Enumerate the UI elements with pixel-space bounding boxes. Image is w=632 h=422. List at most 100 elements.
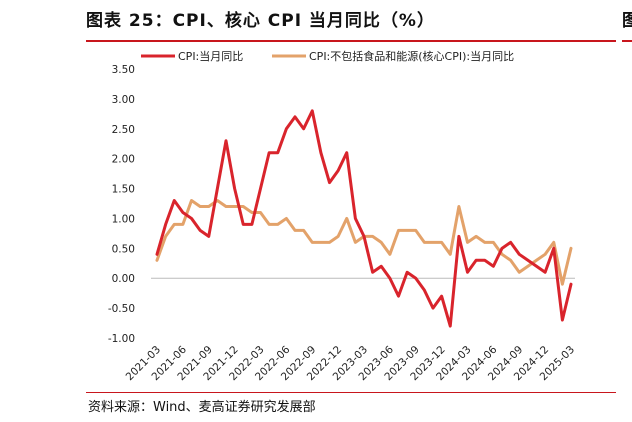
data-point xyxy=(295,230,296,231)
data-point xyxy=(208,236,209,237)
data-point xyxy=(493,242,494,243)
data-point xyxy=(484,260,485,261)
data-point xyxy=(243,224,244,225)
data-point xyxy=(303,128,304,129)
data-point xyxy=(217,200,218,201)
y-tick-label: 0.50 xyxy=(112,243,135,255)
legend-label-cpi: CPI:当月同比 xyxy=(178,49,243,63)
data-point xyxy=(527,266,528,267)
data-point xyxy=(165,224,166,225)
data-point xyxy=(303,230,304,231)
data-point xyxy=(157,260,158,261)
data-point xyxy=(182,224,183,225)
data-point xyxy=(536,266,537,267)
chart-legend: CPI:当月同比 CPI:不包括食品和能源(核心CPI):当月同比 xyxy=(141,49,514,63)
data-point xyxy=(243,206,244,207)
next-figure-title-stub: 图 xyxy=(622,11,632,31)
data-point xyxy=(251,224,252,225)
data-point xyxy=(182,212,183,213)
data-point xyxy=(415,278,416,279)
y-tick-label: 2.00 xyxy=(112,154,135,166)
data-point xyxy=(338,236,339,237)
data-point xyxy=(407,272,408,273)
data-point xyxy=(571,248,572,249)
data-point xyxy=(545,254,546,255)
data-point xyxy=(562,284,563,285)
data-point xyxy=(260,188,261,189)
data-point xyxy=(424,290,425,291)
data-point xyxy=(527,260,528,261)
data-point xyxy=(372,272,373,273)
next-figure-rule-stub xyxy=(622,40,632,42)
source-rule xyxy=(86,392,616,393)
data-point xyxy=(458,236,459,237)
x-axis: 2021-032021-062021-092021-122022-032022-… xyxy=(124,343,578,383)
data-point xyxy=(200,230,201,231)
data-point xyxy=(398,296,399,297)
data-point xyxy=(433,308,434,309)
data-point xyxy=(398,230,399,231)
data-point xyxy=(295,116,296,117)
series-layer xyxy=(155,109,573,328)
data-point xyxy=(493,266,494,267)
data-point xyxy=(441,296,442,297)
data-point xyxy=(269,224,270,225)
data-point xyxy=(467,272,468,273)
data-point xyxy=(476,260,477,261)
y-tick-label: 3.00 xyxy=(112,94,135,106)
data-point xyxy=(510,260,511,261)
data-point xyxy=(226,206,227,207)
data-point xyxy=(415,230,416,231)
data-point xyxy=(286,128,287,129)
data-point xyxy=(329,182,330,183)
data-point xyxy=(433,242,434,243)
data-point xyxy=(476,236,477,237)
y-tick-label: 3.50 xyxy=(112,64,135,76)
data-point xyxy=(251,212,252,213)
title-rule xyxy=(86,40,616,42)
data-point xyxy=(545,272,546,273)
data-point xyxy=(441,242,442,243)
data-point xyxy=(424,242,425,243)
data-point xyxy=(364,236,365,237)
data-point xyxy=(312,110,313,111)
data-point xyxy=(355,218,356,219)
data-point xyxy=(571,284,572,285)
data-point xyxy=(458,206,459,207)
legend-label-core-cpi: CPI:不包括食品和能源(核心CPI):当月同比 xyxy=(309,49,514,63)
data-point xyxy=(260,212,261,213)
data-point xyxy=(174,200,175,201)
data-point xyxy=(467,242,468,243)
y-tick-label: 0.00 xyxy=(112,273,135,285)
y-tick-label: 2.50 xyxy=(112,124,135,136)
data-point xyxy=(346,152,347,153)
data-point xyxy=(510,242,511,243)
data-point xyxy=(381,242,382,243)
data-point xyxy=(484,242,485,243)
data-point xyxy=(355,242,356,243)
y-tick-label: 1.00 xyxy=(112,213,135,225)
data-point xyxy=(320,152,321,153)
series-line-cpi xyxy=(155,109,573,328)
data-point xyxy=(536,260,537,261)
data-point xyxy=(372,236,373,237)
data-point xyxy=(553,242,554,243)
y-axis: 3.50 3.00 2.50 2.00 1.50 1.00 0.50 0.00 -0.50 -1.… xyxy=(108,64,135,345)
data-point xyxy=(346,218,347,219)
data-point xyxy=(338,170,339,171)
y-tick-label: -0.50 xyxy=(108,303,135,315)
data-point xyxy=(312,242,313,243)
data-point xyxy=(553,248,554,249)
data-point xyxy=(157,254,158,255)
data-point xyxy=(191,218,192,219)
data-point xyxy=(208,206,209,207)
data-point xyxy=(234,188,235,189)
data-point xyxy=(277,152,278,153)
source-note: 资料来源：Wind、麦高证券研究发展部 xyxy=(88,400,316,415)
figure-title: 图表 25：CPI、核心 CPI 当月同比（%） xyxy=(86,11,435,31)
data-point xyxy=(450,254,451,255)
y-tick-label: -1.00 xyxy=(108,333,135,345)
series-cpi xyxy=(155,109,573,328)
data-point xyxy=(269,152,270,153)
